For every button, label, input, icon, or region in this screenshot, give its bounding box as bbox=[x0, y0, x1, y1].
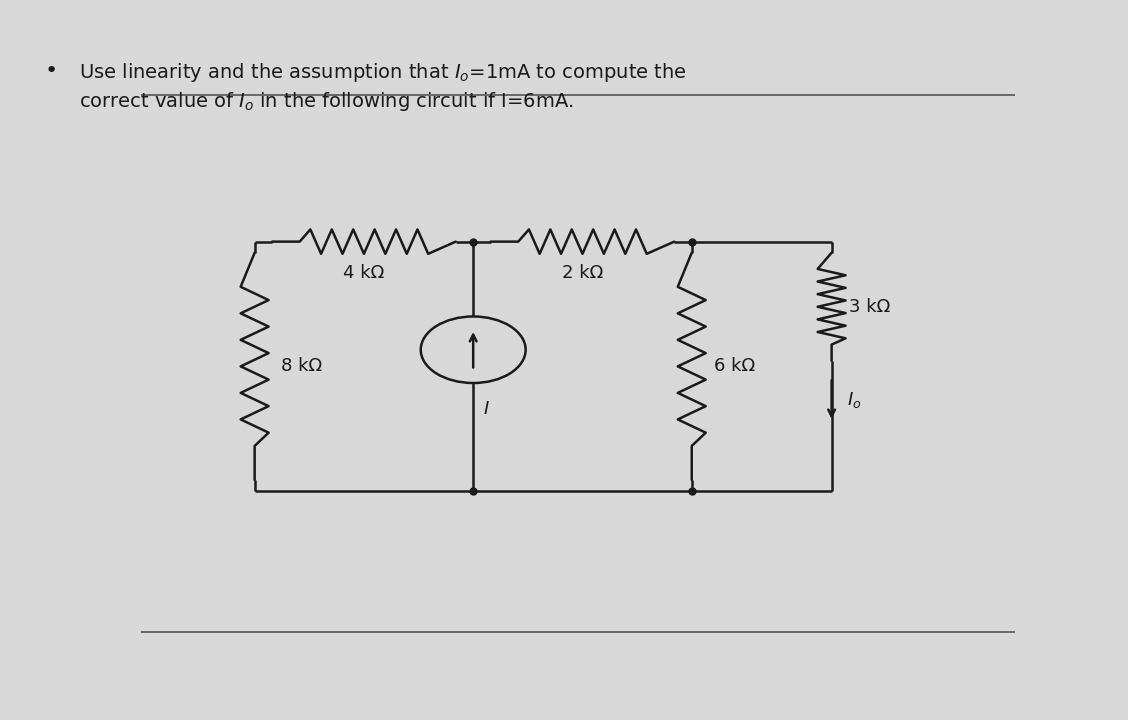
Text: Use linearity and the assumption that $I_o$=1mA to compute the: Use linearity and the assumption that $I… bbox=[79, 61, 687, 84]
Text: 6 kΩ: 6 kΩ bbox=[714, 357, 755, 375]
Text: •: • bbox=[45, 61, 59, 81]
Text: $I_o$: $I_o$ bbox=[847, 390, 862, 410]
Text: correct value of $I_o$ in the following circuit if I=6mA.: correct value of $I_o$ in the following … bbox=[79, 90, 573, 113]
Text: 8 kΩ: 8 kΩ bbox=[281, 357, 321, 375]
Text: 4 kΩ: 4 kΩ bbox=[343, 264, 385, 282]
Text: I: I bbox=[484, 400, 488, 418]
Text: 2 kΩ: 2 kΩ bbox=[562, 264, 603, 282]
Text: 3 kΩ: 3 kΩ bbox=[849, 298, 890, 316]
